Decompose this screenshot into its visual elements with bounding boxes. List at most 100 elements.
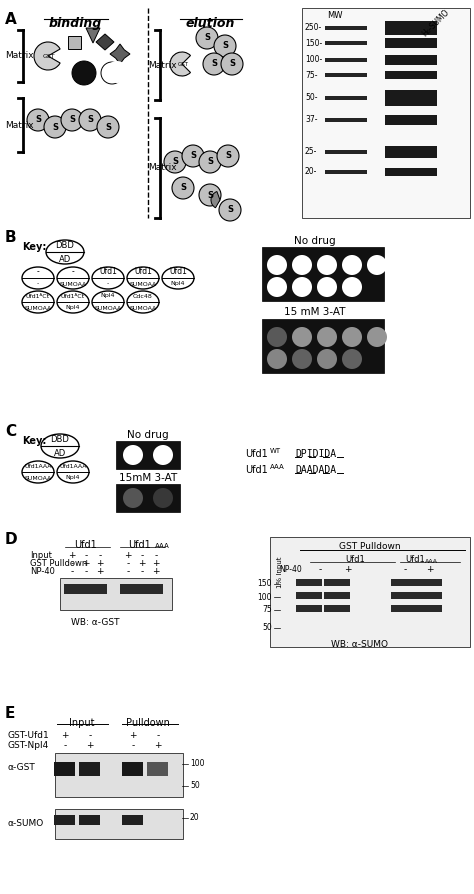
Text: -: - — [70, 560, 73, 569]
Text: Ufd1AAA: Ufd1AAA — [24, 463, 52, 468]
Bar — [79, 762, 100, 776]
Wedge shape — [34, 42, 60, 70]
Bar — [391, 579, 417, 586]
Circle shape — [267, 277, 287, 297]
Text: AAA: AAA — [155, 543, 170, 549]
Text: E: E — [5, 706, 15, 721]
Text: +: + — [152, 568, 160, 577]
Text: -: - — [84, 568, 88, 577]
Bar — [325, 58, 367, 62]
Text: +: + — [86, 741, 94, 750]
Text: NP-40: NP-40 — [30, 568, 55, 577]
Circle shape — [27, 109, 49, 131]
Text: α-GST: α-GST — [8, 763, 36, 772]
Text: Npl4: Npl4 — [101, 293, 115, 299]
Text: 150: 150 — [257, 579, 272, 588]
Bar — [385, 38, 437, 48]
Text: Matrix: Matrix — [148, 61, 177, 70]
Text: A: A — [5, 12, 17, 27]
Circle shape — [106, 61, 128, 83]
Bar — [120, 584, 135, 594]
Circle shape — [367, 255, 387, 275]
Bar — [325, 73, 367, 77]
Bar — [296, 579, 322, 586]
Bar — [122, 762, 143, 776]
Bar — [262, 247, 384, 301]
Bar — [134, 584, 149, 594]
Circle shape — [199, 151, 221, 173]
Bar — [68, 36, 81, 49]
Text: SUMOAA: SUMOAA — [24, 476, 52, 480]
Text: GST-Npl4: GST-Npl4 — [8, 741, 49, 750]
Text: -: - — [107, 282, 109, 286]
Text: Ufd1ᴬCt: Ufd1ᴬCt — [61, 293, 85, 299]
Text: 20-: 20- — [305, 167, 318, 176]
Text: DAADADA: DAADADA — [295, 465, 336, 475]
Text: Ufd1: Ufd1 — [245, 449, 268, 459]
Bar — [385, 90, 437, 106]
Text: 100: 100 — [257, 593, 272, 602]
Text: GST: GST — [177, 62, 189, 66]
Text: 75-: 75- — [305, 71, 318, 80]
Text: Matrix: Matrix — [5, 121, 34, 130]
Bar — [55, 809, 183, 839]
Text: SUMOAA: SUMOAA — [129, 306, 156, 310]
Text: S: S — [207, 157, 213, 166]
Text: Matrix: Matrix — [148, 164, 177, 173]
Circle shape — [214, 35, 236, 57]
Text: Input: Input — [30, 552, 52, 561]
Text: -: - — [88, 731, 91, 740]
Ellipse shape — [41, 434, 79, 458]
Text: -: - — [70, 568, 73, 577]
Text: Npl4: Npl4 — [171, 282, 185, 286]
Text: -: - — [99, 552, 101, 561]
Wedge shape — [170, 52, 191, 76]
Text: AD: AD — [54, 449, 66, 458]
Text: -: - — [319, 566, 322, 575]
Text: 50: 50 — [190, 781, 200, 790]
Text: S: S — [190, 151, 196, 161]
Text: -: - — [127, 568, 129, 577]
Text: Ufd1: Ufd1 — [245, 465, 268, 475]
Text: 150-: 150- — [305, 38, 322, 47]
Text: -: - — [72, 267, 74, 276]
Text: +: + — [154, 741, 162, 750]
Bar — [385, 115, 437, 125]
Ellipse shape — [46, 240, 84, 264]
Text: Npl4: Npl4 — [66, 306, 80, 310]
Circle shape — [342, 327, 362, 347]
Text: SUMOAA: SUMOAA — [59, 282, 87, 286]
Bar — [296, 605, 322, 612]
Polygon shape — [110, 44, 130, 64]
Wedge shape — [211, 191, 220, 207]
Circle shape — [72, 61, 96, 85]
Text: 100-: 100- — [305, 55, 322, 64]
Circle shape — [267, 327, 287, 347]
Bar — [116, 484, 180, 512]
Text: AAA: AAA — [425, 559, 438, 564]
Text: -: - — [84, 552, 88, 561]
Bar — [122, 815, 143, 825]
Text: S: S — [207, 190, 213, 199]
Bar — [116, 441, 180, 469]
Text: +: + — [82, 560, 90, 569]
Text: -: - — [127, 560, 129, 569]
Circle shape — [172, 177, 194, 199]
Bar — [78, 584, 93, 594]
Text: S: S — [225, 151, 231, 161]
Bar — [92, 584, 107, 594]
Bar — [391, 605, 417, 612]
Text: GST-Ufd1: GST-Ufd1 — [8, 731, 50, 740]
Bar — [324, 579, 350, 586]
Text: +: + — [96, 568, 104, 577]
Circle shape — [267, 255, 287, 275]
Text: GST Pulldown: GST Pulldown — [30, 560, 87, 569]
Bar — [325, 150, 367, 154]
Text: C: C — [5, 424, 16, 439]
Text: +: + — [138, 560, 146, 569]
Text: 37-: 37- — [305, 115, 318, 124]
Text: 50: 50 — [262, 623, 272, 632]
Text: WB: α-GST: WB: α-GST — [71, 618, 119, 627]
Circle shape — [292, 277, 312, 297]
Bar — [296, 592, 322, 599]
